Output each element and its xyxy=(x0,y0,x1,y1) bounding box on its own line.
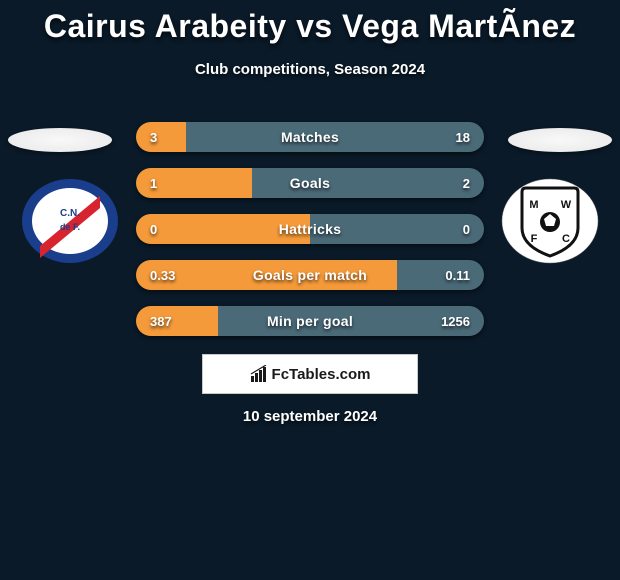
club-badge-right-svg: M W F C xyxy=(500,178,600,264)
branding-box[interactable]: FcTables.com xyxy=(202,354,418,394)
club-badge-left: C.N. de F. xyxy=(20,178,120,264)
club-badge-left-svg: C.N. de F. xyxy=(20,178,120,264)
stats-container: 318Matches 12Goals 00Hattricks 0.330.11Goal… xyxy=(136,122,484,352)
stat-label: Min per goal xyxy=(136,306,484,336)
svg-text:M: M xyxy=(529,199,538,211)
stat-label: Goals xyxy=(136,168,484,198)
flag-right xyxy=(508,128,612,152)
stat-bar: 12Goals xyxy=(136,168,484,198)
comparison-card: Cairus Arabeity vs Vega MartÃ­nez Club c… xyxy=(0,0,620,580)
stat-bar: 00Hattricks xyxy=(136,214,484,244)
branding-text: FcTables.com xyxy=(272,366,371,383)
stat-bar: 0.330.11Goals per match xyxy=(136,260,484,290)
date-text: 10 september 2024 xyxy=(0,408,620,425)
svg-text:de F.: de F. xyxy=(60,222,80,232)
stat-label: Matches xyxy=(136,122,484,152)
club-badge-right: M W F C xyxy=(500,178,600,264)
bar-chart-icon xyxy=(250,365,268,383)
stat-label: Hattricks xyxy=(136,214,484,244)
svg-text:W: W xyxy=(561,199,572,211)
stat-label: Goals per match xyxy=(136,260,484,290)
page-title: Cairus Arabeity vs Vega MartÃ­nez xyxy=(0,0,620,45)
flag-left xyxy=(8,128,112,152)
svg-text:C.N.: C.N. xyxy=(60,208,80,219)
svg-text:F: F xyxy=(531,233,538,245)
stat-bar: 3871256Min per goal xyxy=(136,306,484,336)
svg-text:C: C xyxy=(562,233,570,245)
stat-bar: 318Matches xyxy=(136,122,484,152)
subtitle: Club competitions, Season 2024 xyxy=(0,61,620,78)
